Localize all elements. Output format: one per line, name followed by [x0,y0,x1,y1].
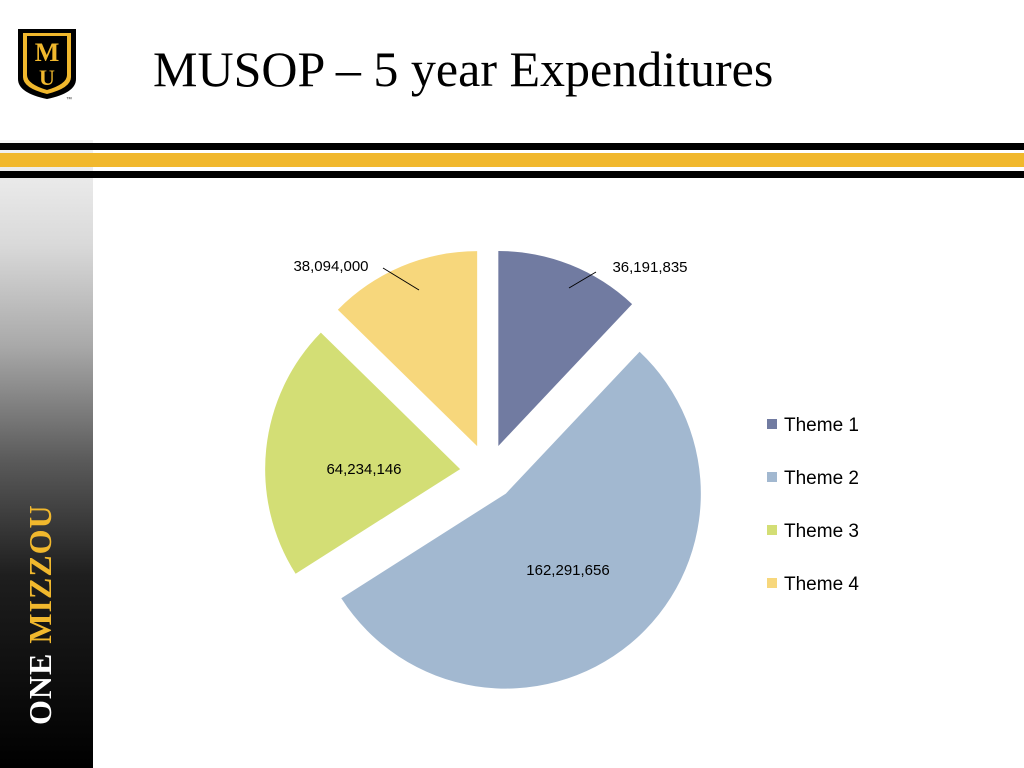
trademark-symbol: ™ [66,97,72,103]
logo-area: M U ™ [0,0,93,140]
legend-label-1: Theme 1 [784,415,859,436]
svg-text:M: M [35,38,60,67]
data-label-1: 36,191,835 [612,259,687,276]
leader-line-1 [568,271,597,289]
data-label-4: 38,094,000 [293,258,368,275]
pie-slice-2 [341,351,701,689]
legend-swatch-4 [767,578,777,588]
data-label-2: 162,291,656 [526,562,609,579]
pie-slice-4 [337,251,478,447]
leader-line-4 [382,267,420,291]
header-stripe-black-top [0,143,1024,150]
svg-text:U: U [39,65,55,90]
legend-label-4: Theme 4 [784,574,859,595]
data-label-3: 64,234,146 [326,461,401,478]
legend-label-2: Theme 2 [784,468,859,489]
legend-swatch-3 [767,525,777,535]
legend-swatch-1 [767,419,777,429]
header-stripe-black-bottom [0,171,1024,178]
legend-swatch-2 [767,472,777,482]
pie-slice-1 [498,250,633,446]
header-stripe-gold [0,153,1024,167]
pie-slice-3 [265,332,461,574]
page-title: MUSOP – 5 year Expenditures [153,41,774,97]
mu-logo-icon: M U [18,29,76,99]
legend-label-3: Theme 3 [784,521,859,542]
